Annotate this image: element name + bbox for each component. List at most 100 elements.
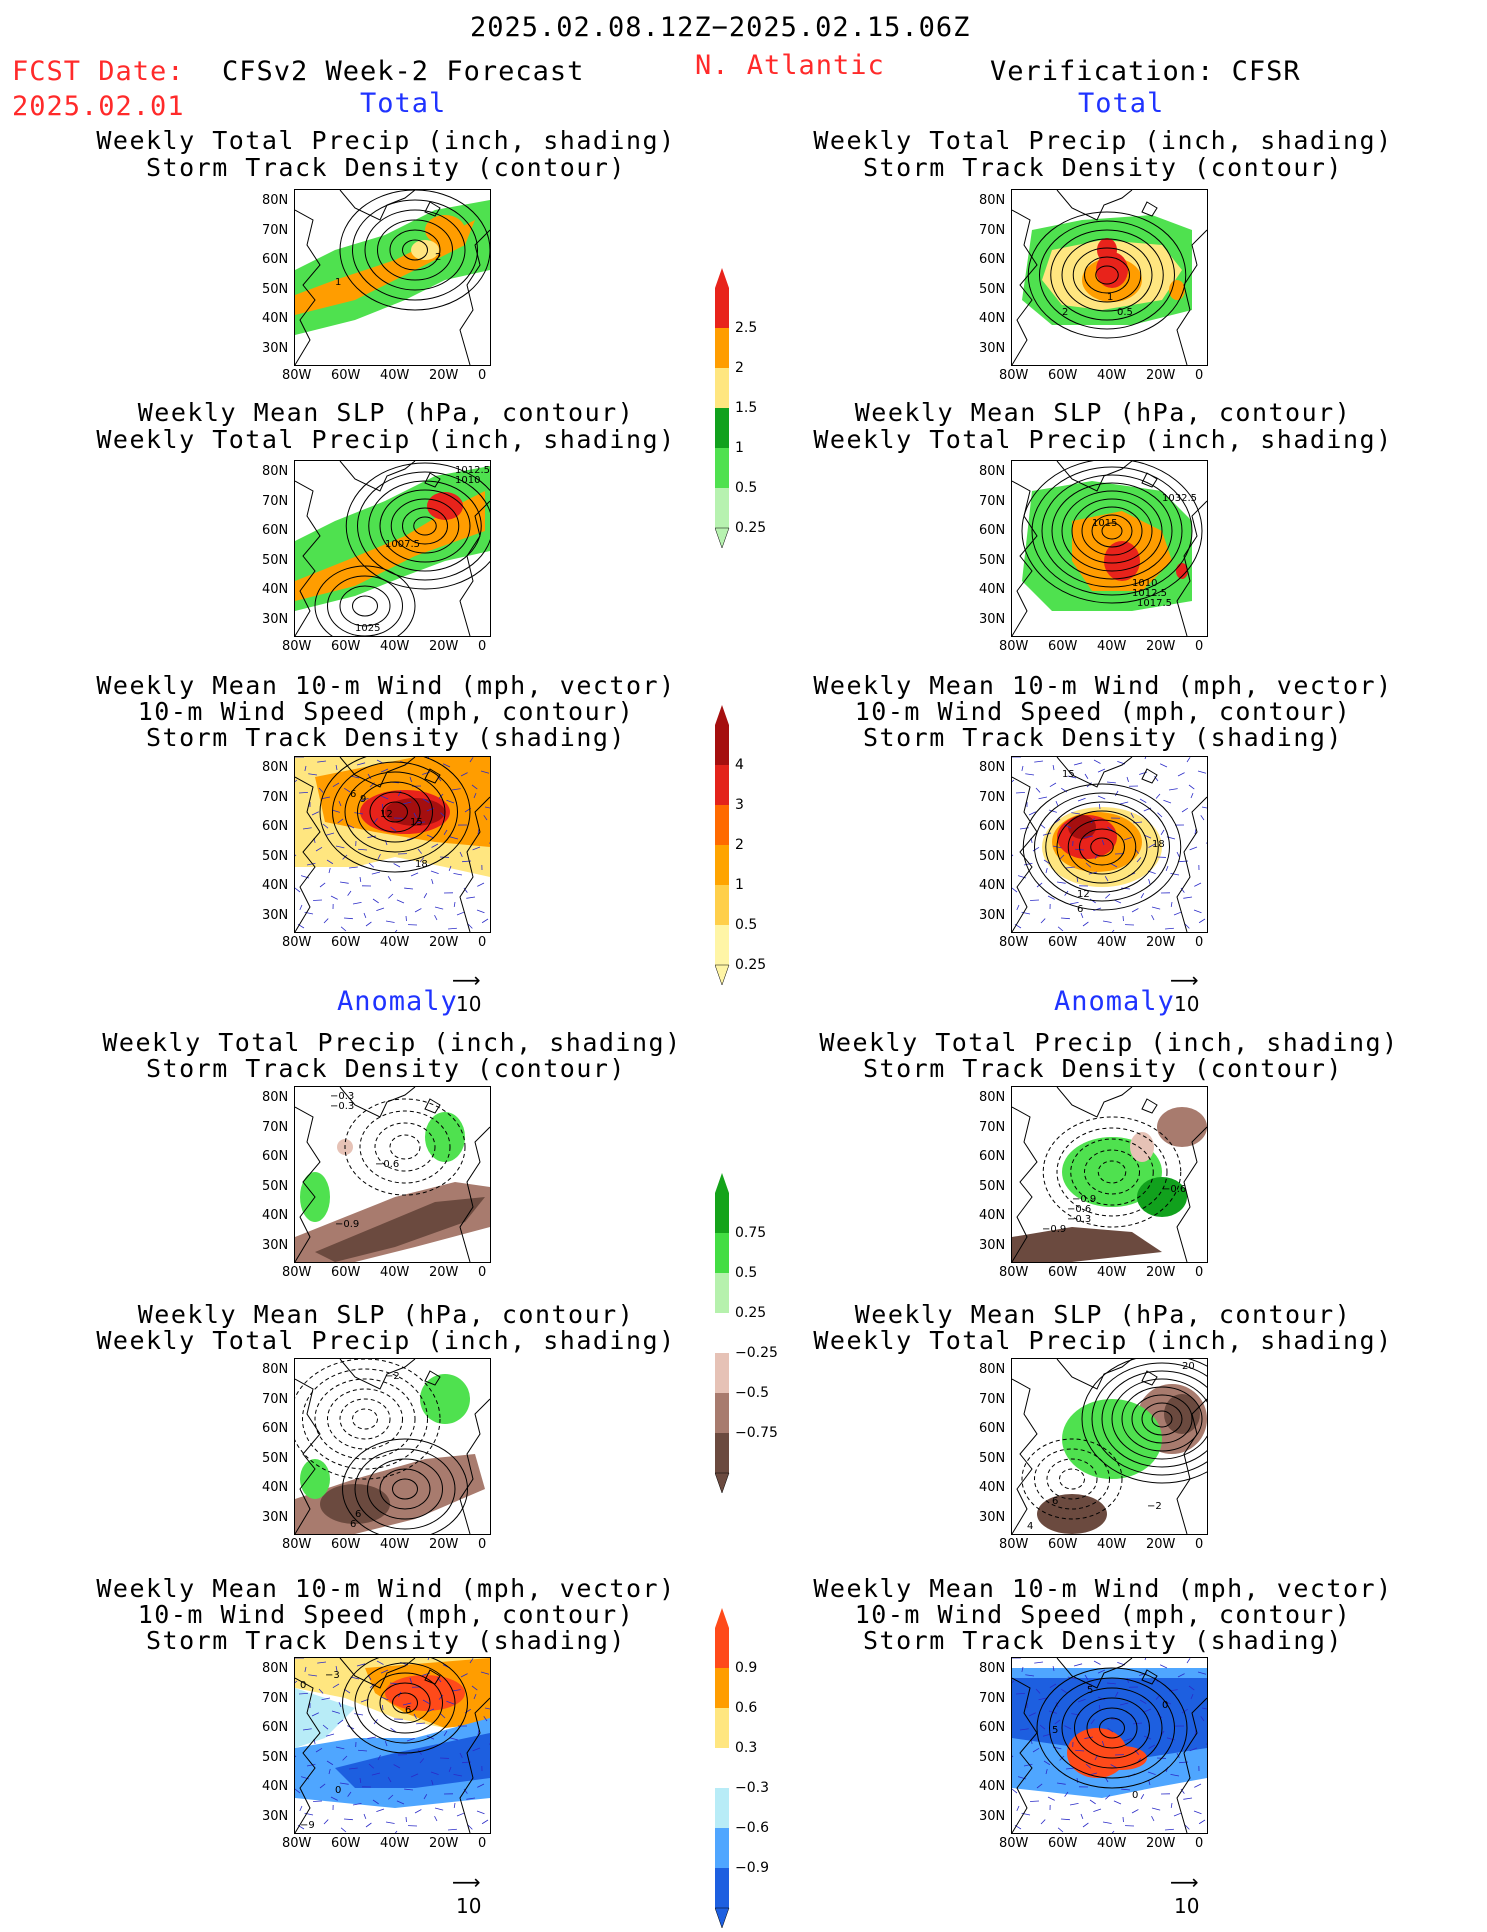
- precip-max: [427, 492, 463, 520]
- contour-label: 4: [1027, 1521, 1033, 1532]
- vector-ref-p3r: ⟶10: [1170, 968, 1199, 1016]
- colorbar-segment: [715, 805, 729, 845]
- coastline-greenland: [1057, 1087, 1132, 1117]
- contour-label: 18: [415, 859, 428, 870]
- contour-label: 5: [1052, 1725, 1058, 1736]
- wind-vector: [1012, 1789, 1017, 1793]
- colorbar-segment: [715, 885, 729, 925]
- wind-vector: [435, 907, 443, 909]
- colorbar-segment: [715, 408, 729, 448]
- p6l-title-3: Storm Track Density (shading): [66, 1628, 706, 1653]
- coastline-north-america: [1012, 1379, 1037, 1534]
- colorbar-label: 4: [735, 757, 744, 773]
- contour-label: 18: [1152, 839, 1165, 850]
- left-column-title: CFSv2 Week-2 Forecast: [222, 58, 584, 85]
- wind-vector: [1152, 1808, 1160, 1810]
- wind-vector: [1090, 1800, 1096, 1804]
- contour-label-text: 1032.5: [1162, 493, 1197, 504]
- lat-label: 60N: [262, 1149, 288, 1164]
- contour-label-text: 6: [1052, 1496, 1058, 1507]
- wind-vector: [1107, 782, 1116, 783]
- wind-vector: [457, 912, 464, 915]
- wind-vector: [1169, 789, 1178, 790]
- colorbar-top-cap: [715, 705, 729, 725]
- contour-label-text: 5: [1087, 1685, 1093, 1696]
- contour-label: 0: [335, 1785, 341, 1796]
- wind-vector: [1115, 791, 1118, 796]
- wind-vector: [1110, 930, 1114, 932]
- lat-label: 50N: [979, 1750, 1005, 1765]
- contour-label: −0.9: [335, 1219, 359, 1230]
- wind-vector: [1070, 1803, 1079, 1805]
- lon-label: 60W: [331, 1836, 360, 1851]
- colorbar-top-cap: [715, 268, 729, 288]
- lon-label: 20W: [1146, 368, 1175, 383]
- wind-vector: [369, 863, 374, 867]
- lon-label: 80W: [282, 368, 311, 383]
- contour-label: 1: [335, 277, 341, 288]
- colorbar-bottom-cap: [715, 965, 729, 985]
- lon-label: 20W: [429, 368, 458, 383]
- slp-anomaly-contour: [1060, 1469, 1085, 1489]
- lat-label: 30N: [979, 1238, 1005, 1253]
- wind-vector: [1034, 1662, 1043, 1663]
- colorbar-segment: [715, 1273, 729, 1313]
- wind-vector: [1050, 783, 1056, 787]
- p1l-title-2: Storm Track Density (contour): [66, 155, 706, 180]
- wind-vector: [1016, 792, 1025, 793]
- wind-vector: [457, 1813, 464, 1816]
- wind-vector: [477, 1811, 484, 1814]
- wind-vector: [1030, 900, 1039, 901]
- wind-vector: [1183, 1798, 1192, 1799]
- colorbar-label: 1: [735, 440, 744, 456]
- colorbar-label: 0.3: [735, 1740, 757, 1756]
- wind-vector: [1177, 852, 1179, 857]
- precip-anomaly: [1130, 1132, 1154, 1162]
- lon-label: 60W: [331, 1265, 360, 1280]
- lat-label: 50N: [979, 553, 1005, 568]
- colorbar-label: 2.5: [735, 320, 757, 336]
- wind-vector: [1036, 788, 1040, 792]
- contour-label: −0.6: [1162, 1184, 1186, 1195]
- contour-label-text: 1025: [355, 623, 380, 634]
- wind-vector: [376, 908, 384, 911]
- right-anomaly-label: Anomaly: [1054, 988, 1175, 1015]
- contour-label-text: 2: [1062, 307, 1068, 318]
- wind-vector: [1127, 777, 1129, 782]
- contour-label-text: −0.6: [375, 1159, 399, 1170]
- colorbar-label: 0.6: [735, 1700, 757, 1716]
- contour-label: 2: [1062, 307, 1068, 318]
- lon-label: 80W: [999, 639, 1028, 654]
- wind-vector: [448, 928, 457, 929]
- wind-vector: [1074, 763, 1082, 765]
- lat-label: 80N: [262, 193, 288, 208]
- colorbar-label: 0.5: [735, 480, 757, 496]
- precip-anomaly: [1012, 1227, 1162, 1262]
- lon-label: 40W: [380, 1836, 409, 1851]
- wind-vector: [435, 915, 437, 920]
- lat-label: 80N: [979, 760, 1005, 775]
- contour-label-text: 0.5: [1117, 307, 1133, 318]
- wind-vector: [1030, 1801, 1039, 1802]
- wind-vector: [1163, 800, 1171, 803]
- p1l-title-1: Weekly Total Precip (inch, shading): [66, 128, 706, 153]
- contour-label: 1007.5: [385, 539, 420, 550]
- wind-vector: [1190, 847, 1197, 850]
- colorbar-segment: [715, 845, 729, 885]
- track-anomaly: [1097, 1746, 1147, 1770]
- lon-label: 80W: [999, 368, 1028, 383]
- wind-vector: [341, 927, 346, 931]
- slp-anomaly-contour: [353, 1409, 378, 1429]
- wind-vector: [300, 1806, 302, 1811]
- p6r-title-3: Storm Track Density (shading): [783, 1628, 1423, 1653]
- precip-max: [1169, 280, 1185, 300]
- lat-label: 80N: [979, 464, 1005, 479]
- colorbar-label: 1.5: [735, 400, 757, 416]
- wind-vector: [1012, 852, 1013, 856]
- coastline-iceland: [1142, 473, 1157, 487]
- contour-label: 1017.5: [1137, 598, 1172, 609]
